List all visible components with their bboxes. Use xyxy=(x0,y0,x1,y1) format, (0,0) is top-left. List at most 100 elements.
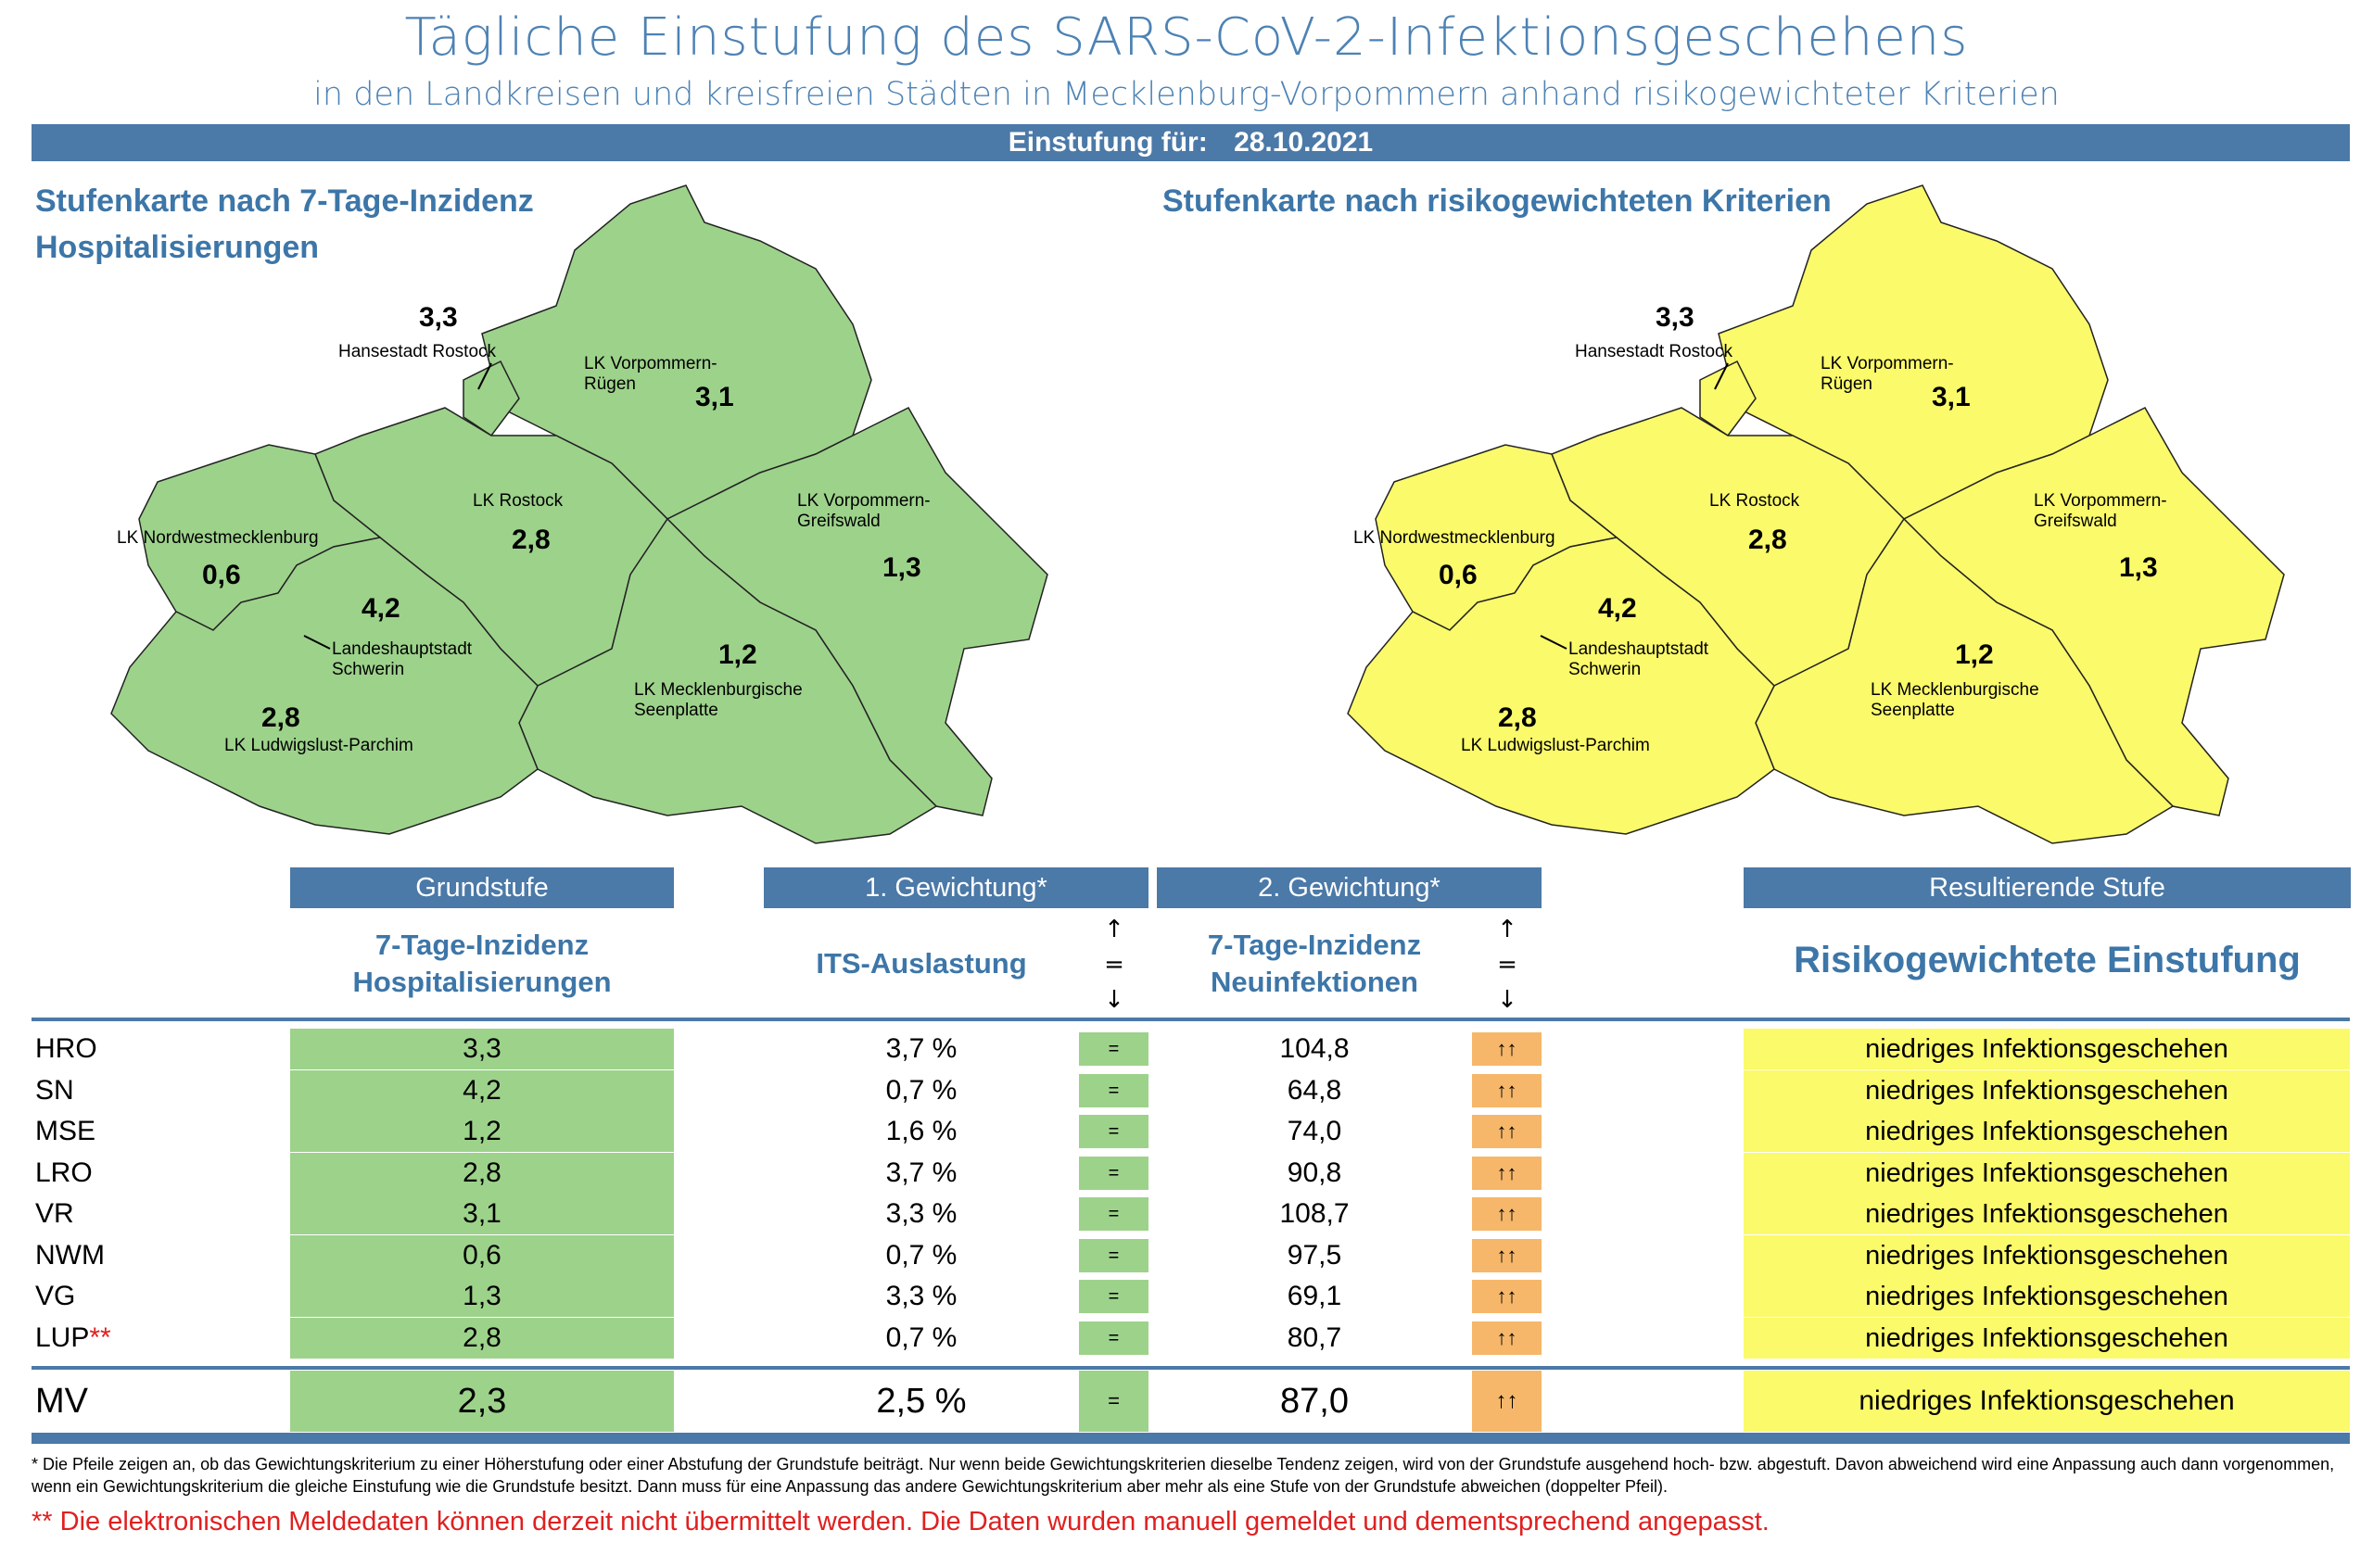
table-row: SN 4,2 0,7 % = 64,8 ↑↑ niedriges Infektionsges… xyxy=(32,1069,2350,1111)
right-map-title: Stufenkarte nach risikogewichteten Krite… xyxy=(1162,183,1832,219)
arrow-down-icon: ↓ xyxy=(1104,986,1124,1014)
row-hosp: 1,2 xyxy=(290,1111,674,1152)
row-its-trend: = xyxy=(1079,1073,1148,1107)
total-result: niedriges Infektionsgeschehen xyxy=(1744,1371,2350,1432)
row-its: 0,7 % xyxy=(885,1074,958,1106)
row-code-text: LUP xyxy=(35,1321,90,1353)
arrow-up-icon: ↑ xyxy=(1104,916,1124,943)
row-neu-trend: ↑↑ xyxy=(1472,1115,1542,1148)
row-result: niedriges Infektionsgeschehen xyxy=(1744,1029,2350,1069)
date-value: 28.10.2021 xyxy=(1234,127,1374,158)
row-neu-trend: ↑↑ xyxy=(1472,1032,1542,1066)
header-gewichtung-1: 1. Gewichtung* xyxy=(764,867,1148,908)
lro-label: LK Rostock xyxy=(473,491,564,511)
mse-value: 1,2 xyxy=(1955,639,1994,670)
total-neu: 87,0 xyxy=(1280,1382,1349,1421)
row-its-trend: = xyxy=(1079,1156,1148,1190)
lro-value: 2,8 xyxy=(512,525,551,555)
vg-label-2: Greifswald xyxy=(797,512,881,531)
row-its-trend: = xyxy=(1079,1321,1148,1355)
row-its: 3,7 % xyxy=(885,1157,958,1188)
footnote-star: * Die Pfeile zeigen an, ob das Gewichtun… xyxy=(32,1455,2335,1496)
row-neu-trend: ↑↑ xyxy=(1472,1156,1542,1190)
sn-label-2: Schwerin xyxy=(332,660,404,679)
colhead-hosp-line2: Hospitalisierungen xyxy=(352,966,612,998)
date-bar: Einstufung für: 28.10.2021 xyxy=(32,124,2350,161)
row-neu: 97,5 xyxy=(1287,1239,1342,1271)
nwm-label: LK Nordwestmecklenburg xyxy=(117,528,319,548)
row-code: NWM xyxy=(35,1239,105,1271)
equals-icon: = xyxy=(1104,951,1124,979)
mse-label-1: LK Mecklenburgische xyxy=(1871,680,2039,700)
row-its-trend: = xyxy=(1079,1197,1148,1231)
row-its: 3,3 % xyxy=(885,1198,958,1229)
mse-label-1: LK Mecklenburgische xyxy=(634,680,803,700)
row-code: MSE xyxy=(35,1116,96,1146)
row-neu: 108,7 xyxy=(1279,1198,1350,1229)
row-code: VR xyxy=(35,1198,74,1229)
hro-label: Hansestadt Rostock xyxy=(338,342,497,361)
right-map-regions xyxy=(1347,184,2285,844)
table-row: LRO 2,8 3,7 % = 90,8 ↑↑ niedriges Infektionsge… xyxy=(32,1152,2350,1194)
mse-label-2: Seenplatte xyxy=(1871,701,1955,720)
footnote-doublestar: ** Die elektronischen Meldedaten können … xyxy=(32,1507,1770,1536)
total-its-trend: = xyxy=(1079,1371,1148,1432)
lro-value: 2,8 xyxy=(1748,525,1787,555)
vr-value: 3,1 xyxy=(1932,382,1971,412)
table-top-rule xyxy=(32,1018,2350,1021)
row-hosp: 1,3 xyxy=(290,1276,674,1317)
sn-label-1: Landeshauptstadt xyxy=(1568,639,1709,659)
row-neu-trend: ↑↑ xyxy=(1472,1073,1542,1107)
table-row: HRO 3,3 3,7 % = 104,8 ↑↑ niedriges Infektionsg… xyxy=(32,1029,2350,1069)
row-its: 1,6 % xyxy=(885,1116,958,1146)
colhead-its-arrows: ↑ = ↓ xyxy=(1096,912,1133,1018)
mse-value: 1,2 xyxy=(718,639,757,670)
lup-value: 2,8 xyxy=(1498,702,1537,733)
page-subtitle: in den Landkreisen und kreisfreien Städt… xyxy=(313,76,2060,113)
page-title: Tägliche Einstufung des SARS-CoV-2-Infek… xyxy=(404,7,1969,68)
colhead-neu-line1: 7-Tage-Inzidenz xyxy=(1207,929,1422,961)
total-code: MV xyxy=(35,1382,88,1421)
lup-value: 2,8 xyxy=(261,702,300,733)
row-its-trend: = xyxy=(1079,1115,1148,1148)
row-code: SN xyxy=(35,1074,74,1106)
vr-label-2: Rügen xyxy=(1821,374,1872,394)
row-hosp: 4,2 xyxy=(290,1069,674,1111)
region-mse xyxy=(518,517,938,844)
table-row: VR 3,1 3,3 % = 108,7 ↑↑ niedriges Infektionsge… xyxy=(32,1194,2350,1234)
row-result: niedriges Infektionsgeschehen xyxy=(1744,1194,2350,1234)
vg-label-2: Greifswald xyxy=(2034,512,2117,531)
vg-label-1: LK Vorpommern- xyxy=(2034,491,2167,511)
colhead-neuinfektionen: 7-Tage-Inzidenz Neuinfektionen xyxy=(1157,927,1472,1001)
row-result: niedriges Infektionsgeschehen xyxy=(1744,1317,2350,1359)
table-row: LUP** 2,8 0,7 % = 80,7 ↑↑ niedriges Infektions… xyxy=(32,1317,2350,1359)
hro-value: 3,3 xyxy=(419,302,458,333)
row-hosp: 2,8 xyxy=(290,1152,674,1194)
row-result: niedriges Infektionsgeschehen xyxy=(1744,1234,2350,1276)
sn-value: 4,2 xyxy=(362,593,400,624)
colhead-hosp-line1: 7-Tage-Inzidenz xyxy=(374,929,590,961)
region-hro xyxy=(1699,360,1757,437)
row-result: niedriges Infektionsgeschehen xyxy=(1744,1111,2350,1152)
row-its-trend: = xyxy=(1079,1238,1148,1272)
arrow-down-icon: ↓ xyxy=(1497,986,1517,1014)
vr-value: 3,1 xyxy=(695,382,734,412)
row-neu: 90,8 xyxy=(1287,1157,1342,1188)
table-bottom-rule xyxy=(32,1433,2350,1444)
vg-label-1: LK Vorpommern- xyxy=(797,491,931,511)
right-map: 3,3 Hansestadt Rostock LK Vorpommern- Rü… xyxy=(1347,184,2285,844)
row-its: 0,7 % xyxy=(885,1321,958,1353)
row-its: 0,7 % xyxy=(885,1239,958,1271)
row-hosp: 3,1 xyxy=(290,1194,674,1234)
row-hosp: 0,6 xyxy=(290,1234,674,1276)
row-result: niedriges Infektionsgeschehen xyxy=(1744,1069,2350,1111)
row-its: 3,7 % xyxy=(885,1033,958,1064)
row-its-trend: = xyxy=(1079,1280,1148,1313)
row-neu: 69,1 xyxy=(1287,1281,1342,1311)
table-total-row: MV 2,3 2,5 % = 87,0 ↑↑ niedriges Infekti… xyxy=(32,1371,2350,1432)
row-neu: 64,8 xyxy=(1287,1074,1342,1106)
arrow-up-icon: ↑ xyxy=(1497,916,1517,943)
mse-label-2: Seenplatte xyxy=(634,701,718,720)
row-neu: 74,0 xyxy=(1287,1116,1342,1146)
left-map-title: Stufenkarte nach 7-Tage-Inzidenz Hospita… xyxy=(35,178,534,271)
